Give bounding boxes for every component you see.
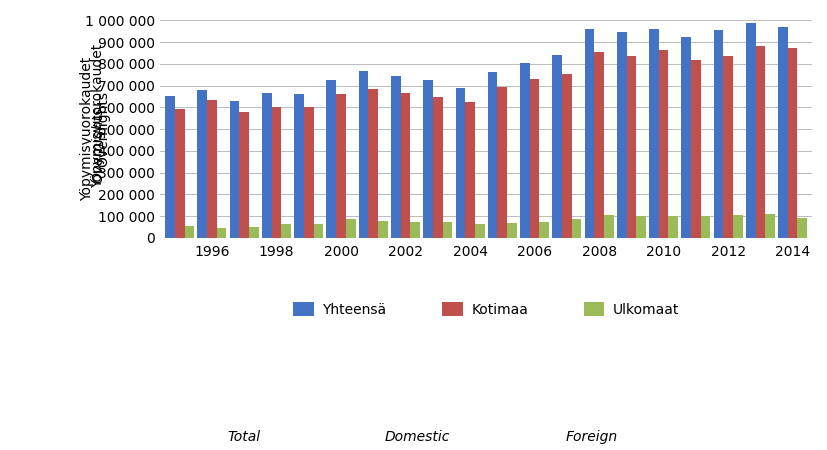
Bar (585, 28, 595, 238)
Bar (239, 112, 249, 238)
Bar (271, 107, 281, 238)
Bar (488, 72, 498, 238)
Bar (198, 90, 207, 238)
Bar (184, 225, 194, 238)
Bar (520, 63, 530, 238)
Bar (714, 30, 724, 238)
Bar (304, 108, 313, 238)
Text: Foreign: Foreign (565, 430, 618, 444)
Bar (442, 222, 452, 238)
Text: Domestic: Domestic (385, 430, 451, 444)
Bar (756, 46, 765, 238)
Bar (788, 48, 797, 238)
Bar (262, 93, 271, 238)
Text: Total: Total (227, 430, 261, 444)
Bar (746, 22, 756, 238)
Bar (401, 93, 410, 238)
Bar (700, 216, 710, 238)
Bar (174, 108, 184, 238)
Text: Yöpymisvuorokaudet
Overnights: Yöpymisvuorokaudet Overnights (80, 57, 110, 201)
Bar (539, 222, 549, 238)
Bar (294, 94, 304, 238)
Bar (595, 52, 604, 238)
Bar (249, 227, 259, 238)
Bar (230, 101, 239, 238)
Bar (765, 214, 775, 238)
Bar (423, 80, 433, 238)
Bar (391, 76, 401, 238)
Bar (165, 96, 174, 238)
Bar (530, 79, 539, 238)
Bar (475, 225, 485, 238)
Bar (733, 215, 743, 238)
Bar (507, 223, 517, 238)
Bar (617, 32, 627, 238)
Bar (668, 216, 678, 238)
Bar (327, 80, 336, 238)
Bar (336, 94, 346, 238)
Bar (433, 97, 442, 238)
Text: Yöpymisvuorokaudet: Yöpymisvuorokaudet (92, 44, 106, 188)
Bar (378, 220, 388, 238)
Bar (627, 56, 636, 238)
Bar (313, 225, 323, 238)
Bar (562, 74, 571, 238)
Bar (368, 89, 378, 238)
Bar (410, 221, 420, 238)
Bar (571, 219, 581, 238)
Bar (691, 60, 700, 238)
Bar (207, 100, 217, 238)
Bar (778, 27, 788, 238)
Bar (466, 102, 475, 238)
Text: Overnights: Overnights (92, 106, 106, 183)
Bar (604, 215, 614, 238)
Legend: Yhteensä, Kotimaa, Ulkomaat: Yhteensä, Kotimaa, Ulkomaat (288, 297, 685, 322)
Bar (552, 55, 562, 238)
Bar (636, 216, 646, 238)
Bar (281, 224, 291, 238)
Bar (797, 218, 807, 238)
Bar (498, 87, 507, 238)
Bar (217, 228, 227, 238)
Bar (649, 29, 659, 238)
Bar (346, 219, 356, 238)
Bar (359, 71, 368, 238)
Bar (659, 50, 668, 238)
Bar (681, 37, 691, 238)
Bar (724, 56, 733, 238)
Bar (456, 88, 466, 238)
